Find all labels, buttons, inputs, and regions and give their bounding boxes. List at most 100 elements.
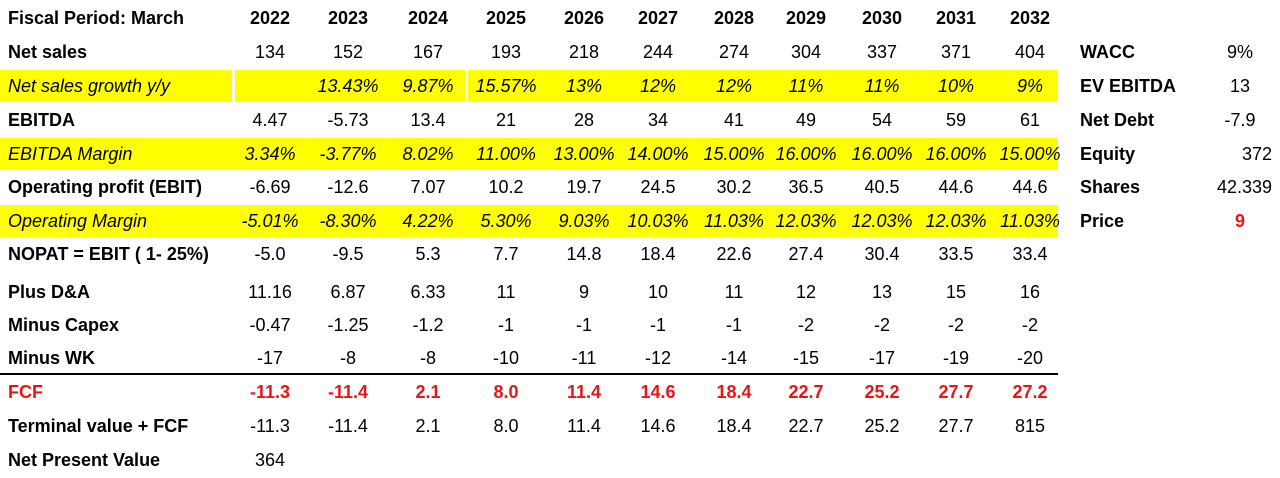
summary-label: EV EBITDA (1080, 75, 1177, 96)
table-cell: -1.2 (412, 314, 444, 335)
table-cell: -2 (797, 314, 814, 335)
table-cell: 5.3 (415, 243, 441, 264)
row-label: EBITDA Margin (8, 143, 133, 164)
table-cell: 404 (1014, 41, 1046, 62)
table-cell: 33.5 (938, 243, 974, 264)
table-cell: 40.5 (864, 176, 900, 197)
table-row: EBITDA Margin 3.34% -3.77% 8.02% 11.00% 13.00… (0, 138, 1061, 170)
table-cell: 8.0 (493, 415, 519, 436)
table-cell: 4.22% (402, 210, 454, 231)
table-row: Terminal value + FCF -11.3 -11.4 2.1 8.0 11.4… (0, 410, 1058, 442)
row-label: EBITDA (8, 109, 75, 130)
summary-label: Shares (1080, 176, 1141, 197)
year-header: 2026 (563, 7, 605, 28)
row-label: Net sales growth y/y (8, 75, 171, 96)
table-cell: 16.00% (925, 143, 987, 164)
summary-value: 42.339 (1216, 176, 1272, 197)
table-cell: 11.03% (1000, 210, 1060, 231)
table-cell: 15.00% (703, 143, 765, 164)
table-cell: -1 (649, 314, 666, 335)
table-cell: -2 (1021, 314, 1038, 335)
table-cell: 6.87 (330, 281, 366, 302)
table-cell: 13 (871, 281, 893, 302)
table-cell: 11% (788, 75, 824, 96)
table-cell: 371 (940, 41, 972, 62)
table-cell: -11.3 (249, 381, 291, 402)
table-cell: -1 (725, 314, 742, 335)
table-cell: 11.00% (476, 143, 536, 164)
table-cell: 12 (795, 281, 817, 302)
table-cell: 11 (724, 281, 744, 302)
table-cell: 10.03% (627, 210, 689, 231)
table-cell: 274 (718, 41, 750, 62)
table-cell: 6.33 (410, 281, 446, 302)
summary-value: 372 (1241, 143, 1272, 164)
table-cell: 15 (945, 281, 967, 302)
table-cell: 134 (254, 41, 286, 62)
year-header: 2027 (637, 7, 679, 28)
table-cell: -2 (873, 314, 890, 335)
summary-value: 9 (1234, 210, 1245, 231)
header-label: Fiscal Period: March (8, 7, 185, 28)
table-cell: 33.4 (1012, 243, 1048, 264)
table-cell: 12.03% (775, 210, 837, 231)
year-header: 2022 (249, 7, 291, 28)
table-cell: -1 (497, 314, 514, 335)
table-row: Minus Capex -0.47 -1.25 -1.2 -1 -1 -1 -1 -2 -2 -2 -… (0, 309, 1058, 341)
table-cell: 9.87% (402, 75, 454, 96)
year-header: 2032 (1009, 7, 1051, 28)
table-cell: -0.47 (249, 314, 291, 335)
table-cell: -8 (339, 347, 356, 368)
table-row: Operating Margin -5.01% -8.30% 4.22% 5.30% 9.… (0, 205, 1060, 237)
row-label: Net Present Value (8, 449, 161, 470)
table-cell: 15.00% (999, 143, 1061, 164)
table-cell: 9.03% (558, 210, 610, 231)
table-cell: 18.4 (716, 415, 752, 436)
summary-row: Shares 42.339 (1076, 171, 1280, 203)
table-row: EBITDA 4.47 -5.73 13.4 21 28 34 41 49 54 59 61 (0, 104, 1058, 136)
table-cell: 11 (496, 281, 516, 302)
table-cell: -12 (644, 347, 671, 368)
summary-row: Price 9 (1076, 205, 1280, 237)
table-cell: 28 (573, 109, 595, 130)
table-cell: 9 (578, 281, 589, 302)
summary-row: Equity 372 (1076, 138, 1280, 170)
table-cell: 12.03% (851, 210, 913, 231)
table-cell: -5.0 (254, 243, 286, 264)
summary-label: Net Debt (1080, 109, 1155, 130)
table-cell: 2.1 (415, 381, 441, 402)
table-cell: 27.4 (788, 243, 824, 264)
table-cell: -11 (571, 347, 597, 368)
table-cell: 3.34% (244, 143, 296, 164)
summary-label: Price (1080, 210, 1125, 231)
table-cell: 14.6 (640, 415, 676, 436)
table-cell: 193 (490, 41, 522, 62)
table-row: FCF -11.3 -11.4 2.1 8.0 11.4 14.6 18.4 22.7 25.2 2… (0, 376, 1058, 408)
table-cell: 44.6 (1012, 176, 1048, 197)
fcf-divider (0, 373, 1058, 375)
summary-label: Equity (1080, 143, 1136, 164)
table-cell: 13.4 (410, 109, 446, 130)
table-cell: -17 (868, 347, 895, 368)
table-cell: 25.2 (864, 415, 900, 436)
table-cell: 7.07 (410, 176, 446, 197)
table-cell: 18.4 (640, 243, 676, 264)
table-cell: 22.7 (788, 381, 824, 402)
table-row: Plus D&A 11.16 6.87 6.33 11 9 10 11 12 13 15 16 (0, 276, 1058, 308)
table-cell: 12% (715, 75, 753, 96)
table-cell: 11% (864, 75, 900, 96)
table-cell: 815 (1014, 415, 1046, 436)
table-row: Minus WK -17 -8 -8 -10 -11 -12 -14 -15 -17 -19 -20 (0, 342, 1058, 374)
table-cell: 19.7 (566, 176, 602, 197)
table-cell: -8 (419, 347, 436, 368)
year-header: 2023 (327, 7, 369, 28)
table-cell: 21 (495, 109, 517, 130)
table-cell: 27.2 (1012, 381, 1048, 402)
table-cell: 12.03% (925, 210, 987, 231)
table-cell: 13% (565, 75, 603, 96)
table-row: Net Present Value 364 (0, 444, 1058, 476)
year-header: 2028 (713, 7, 755, 28)
table-cell: 49 (795, 109, 817, 130)
table-row: Net sales growth y/y 13.43% 9.87% 15.57% 13%… (0, 69, 1058, 103)
table-cell: 304 (790, 41, 822, 62)
